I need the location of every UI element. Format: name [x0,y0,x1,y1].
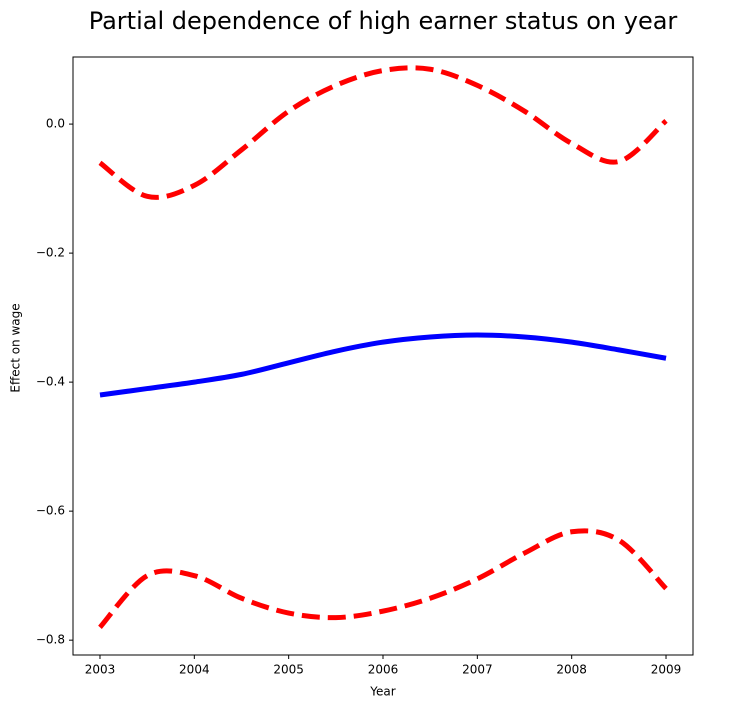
series-line [98,528,668,629]
y-tick-label: −0.4 [36,375,65,389]
x-tick-label: 2003 [85,663,116,677]
series-line [99,332,667,398]
x-tick-label: 2005 [273,663,304,677]
x-tick-label: 2009 [651,663,682,677]
x-tick-label: 2004 [179,663,210,677]
x-axis-label: Year [369,685,395,699]
y-tick-label: −0.6 [36,504,65,518]
y-tick-label: −0.8 [36,633,65,647]
series-line [98,65,668,200]
x-tick-label: 2008 [556,663,587,677]
x-tick-label: 2007 [462,663,493,677]
x-tick-label: 2006 [368,663,399,677]
chart-title: Partial dependence of high earner status… [89,7,678,35]
y-tick-label: −0.2 [36,246,65,260]
plot-frame [72,56,694,656]
y-axis-label: Effect on wage [9,303,23,392]
y-tick-label: 0.0 [46,117,65,131]
